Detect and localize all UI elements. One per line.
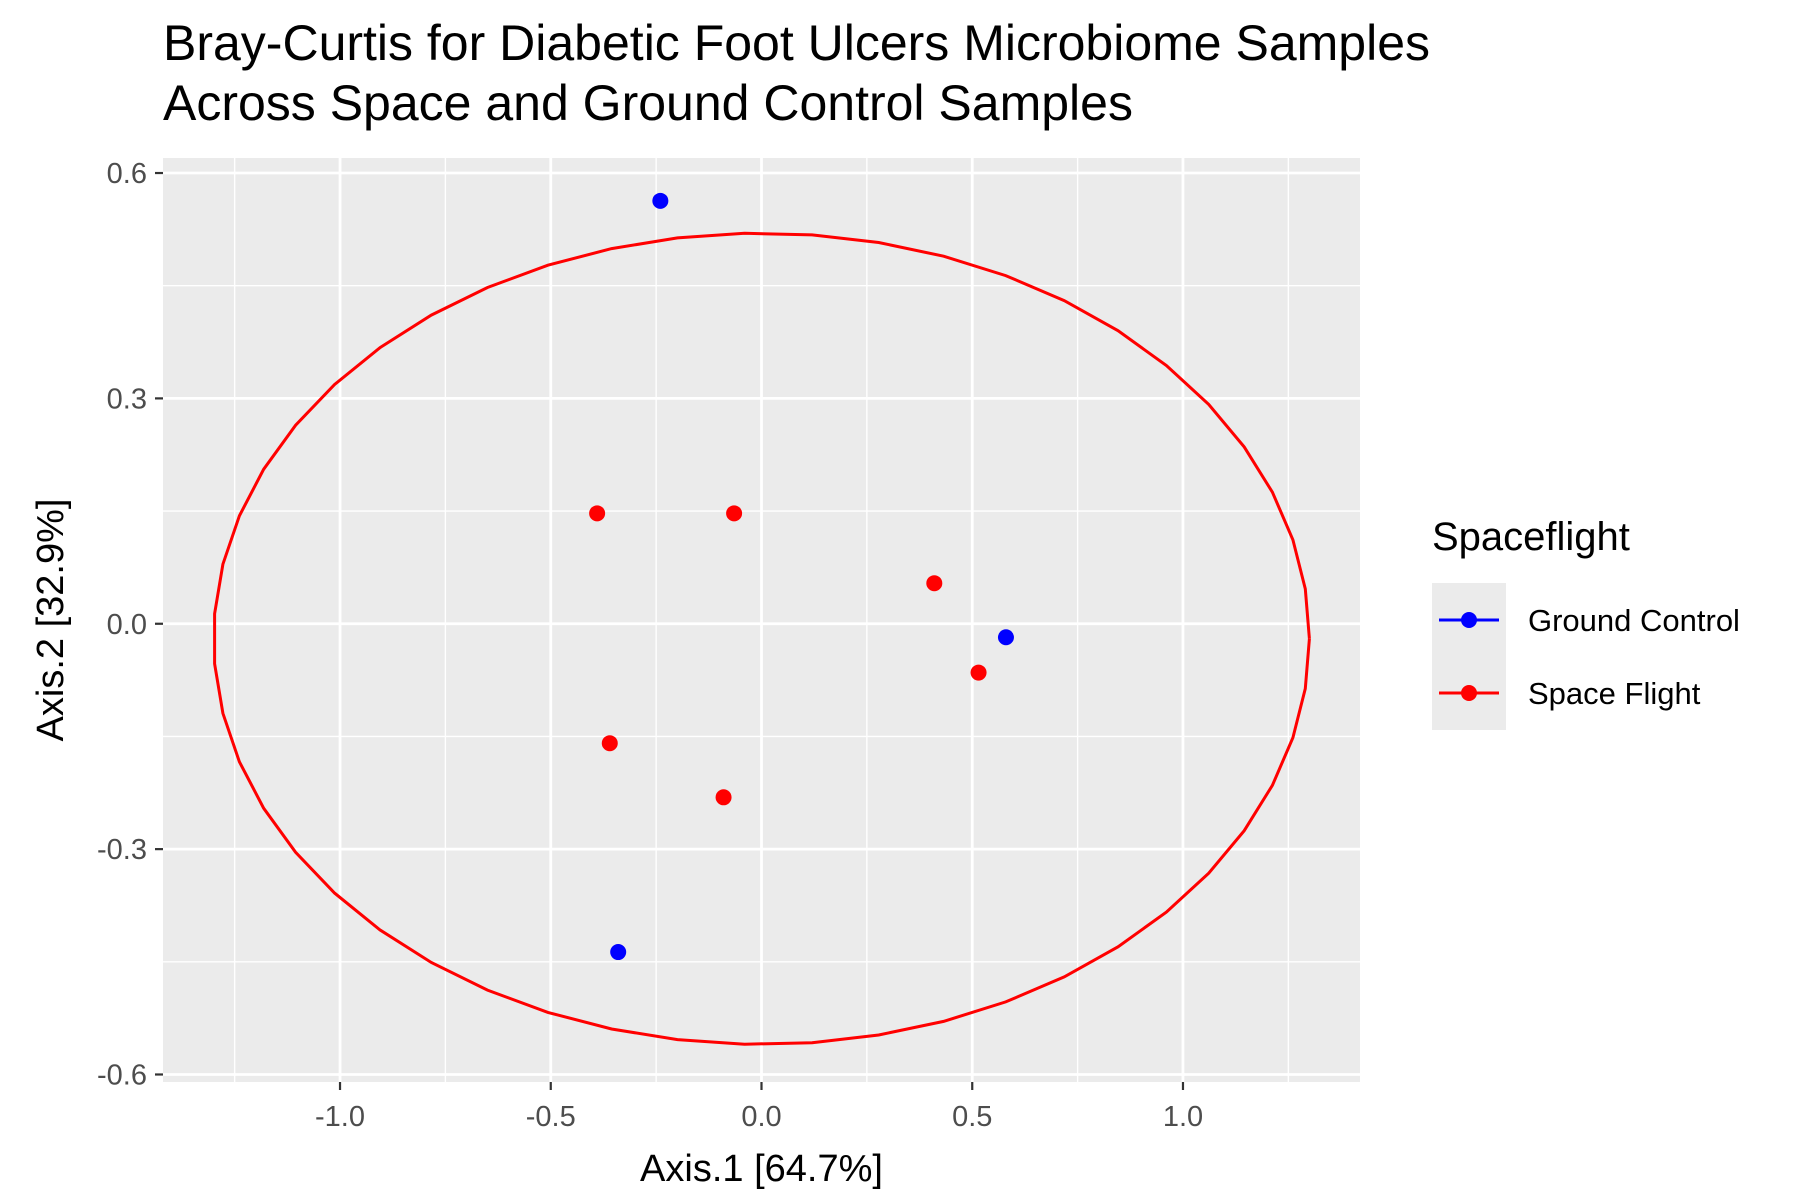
data-point-space-flight <box>726 505 743 522</box>
legend-key-point-ground-control <box>1461 612 1477 628</box>
y-axis-title: Axis.2 [32.9%] <box>30 499 72 742</box>
y-tick-label: -0.3 <box>97 834 147 866</box>
y-tick-label: 0.3 <box>107 383 147 415</box>
data-point-ground-control <box>610 944 627 961</box>
gridlines <box>163 158 1360 1082</box>
confidence-ellipse <box>213 231 1311 1046</box>
data-points <box>589 192 1014 961</box>
axes: -1.0 -0.5 0.0 0.5 1.0 -0.6 -0.3 0.0 0.3 0.6 <box>97 158 1203 1133</box>
data-point-ground-control <box>652 192 669 209</box>
legend-key-background <box>1432 583 1506 730</box>
data-point-ground-control <box>997 629 1014 646</box>
data-point-space-flight <box>589 505 606 522</box>
legend-label-ground-control: Ground Control <box>1528 603 1740 638</box>
data-point-space-flight <box>970 664 987 681</box>
x-tick-label: -1.0 <box>315 1101 365 1133</box>
y-tick-label: 0.6 <box>107 158 147 190</box>
x-tick-label: -0.5 <box>526 1101 576 1133</box>
data-point-space-flight <box>715 789 732 806</box>
y-tick-label: 0.0 <box>107 609 147 641</box>
legend-label-space-flight: Space Flight <box>1528 676 1701 711</box>
x-axis-title: Axis.1 [64.7%] <box>640 1148 883 1190</box>
x-tick-label: 1.0 <box>1163 1101 1203 1133</box>
data-point-space-flight <box>926 575 943 592</box>
x-tick-label: 0.0 <box>741 1101 781 1133</box>
chart-title: Bray-Curtis for Diabetic Foot Ulcers Mic… <box>163 15 1430 131</box>
legend-title: Spaceflight <box>1432 515 1630 559</box>
chart-title-line-1: Bray-Curtis for Diabetic Foot Ulcers Mic… <box>163 15 1430 71</box>
legend-key-point-space-flight <box>1461 685 1477 701</box>
chart-title-line-2: Across Space and Ground Control Samples <box>163 75 1133 131</box>
y-tick-label: -0.6 <box>97 1059 147 1091</box>
legend: Spaceflight Ground Control Space Flight <box>1432 515 1740 730</box>
x-tick-label: 0.5 <box>952 1101 992 1133</box>
data-point-space-flight <box>601 735 618 752</box>
ellipse-path <box>213 231 1311 1046</box>
